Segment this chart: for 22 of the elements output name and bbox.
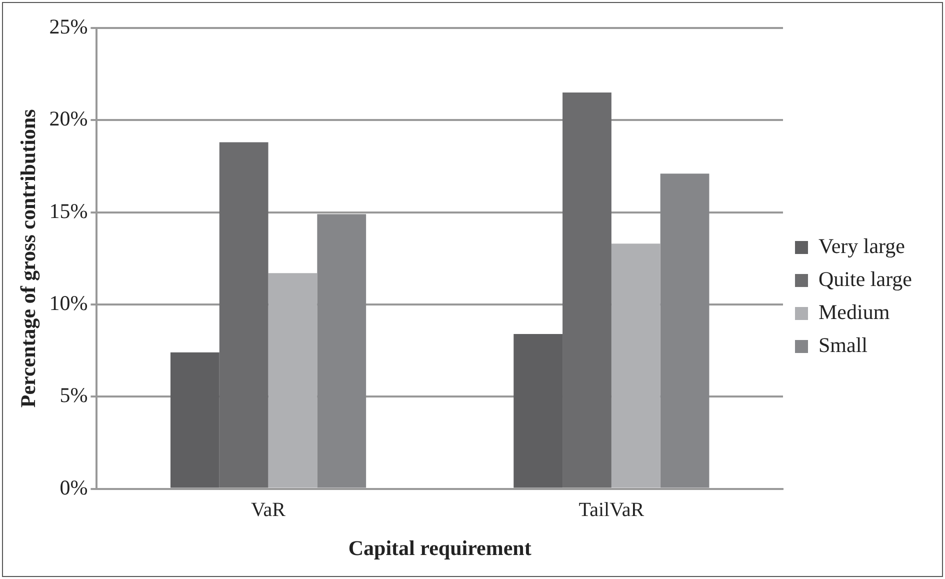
y-tick-label: 10%	[49, 290, 88, 315]
x-axis-title: Capital requirement	[348, 536, 532, 560]
bar	[170, 352, 220, 488]
bar	[562, 92, 612, 488]
y-tick-label: 25%	[49, 14, 88, 39]
bar	[611, 244, 660, 488]
y-tick-label: 0%	[60, 475, 88, 500]
bar	[268, 273, 318, 488]
y-tick-label: 20%	[49, 106, 88, 131]
legend-label: Quite large	[818, 267, 912, 292]
y-tick-label: 15%	[49, 198, 88, 223]
legend-label: Medium	[818, 300, 890, 324]
x-tick-label: VaR	[251, 499, 286, 522]
bar	[219, 142, 268, 488]
bar	[660, 174, 710, 488]
legend-label: Very large	[818, 234, 906, 258]
bar	[317, 214, 366, 488]
y-axis-title: Percentage of gross contributions	[16, 109, 40, 408]
x-tick-label: TailVaR	[578, 499, 645, 522]
bar	[514, 334, 563, 488]
y-tick-label: 5%	[60, 383, 88, 408]
legend-label: Small	[818, 333, 868, 358]
